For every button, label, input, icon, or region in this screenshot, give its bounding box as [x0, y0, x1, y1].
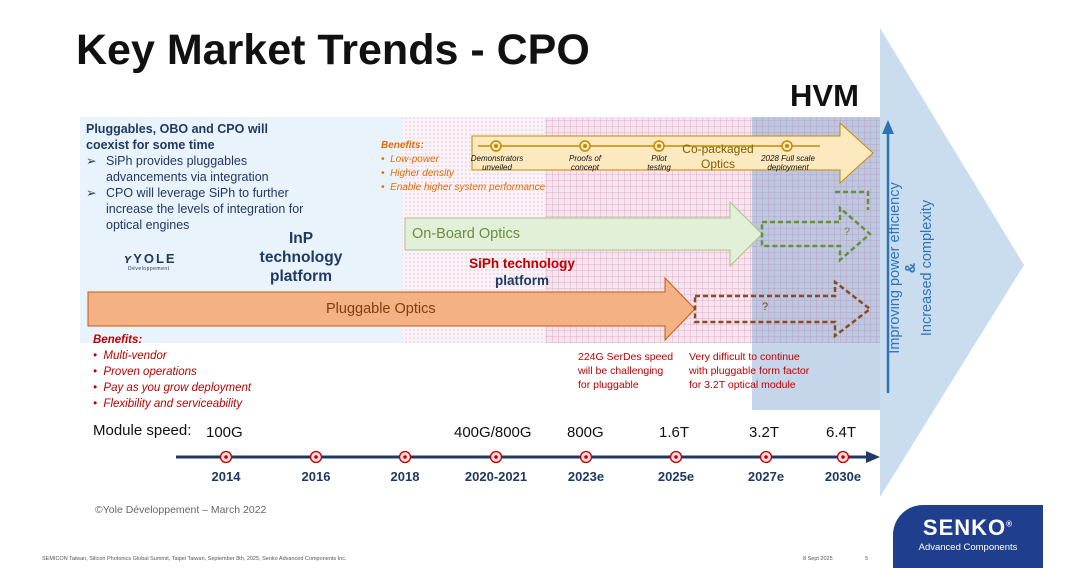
benefits-top: Benefits: • Low-power • Higher density •…: [381, 140, 546, 193]
footer-date: 8 Sept 2025: [803, 556, 833, 562]
benefit-item: • Higher density: [381, 168, 454, 179]
timeline-head: [866, 451, 880, 463]
speed-label: 800G: [567, 424, 604, 441]
benefit-item: • Enable higher system performance: [381, 182, 546, 193]
cpo-milestone-label: Demonstrators unveiled: [470, 154, 524, 172]
pluggable-dashed-arrow: [693, 279, 873, 339]
coexist-bullet: ➢ SiPh provides pluggables advancements v…: [86, 154, 269, 184]
cpo-milestone-dot-3-inner: [657, 144, 661, 148]
serdes-note: 224G SerDes speed will be challenging fo…: [578, 351, 674, 391]
side-text-line2: &: [903, 262, 919, 274]
cpo-arrow-label: Co-packaged Optics: [682, 142, 754, 171]
cpo-milestone-dot-4-inner: [785, 144, 789, 148]
hvm-label: HVM: [790, 78, 859, 113]
coexist-bullet: ➢ CPO will leverage SiPh to further incre…: [86, 186, 304, 232]
hvm-zone-extension: [752, 343, 880, 410]
cpo-milestone-label: 2028 Full scale deployment: [761, 154, 815, 172]
cpo-milestone-label: Pilot testing: [647, 154, 671, 172]
coexist-block: Pluggables, OBO and CPO will coexist for…: [86, 121, 306, 233]
year-label: 2023e: [567, 469, 605, 484]
page-title: Key Market Trends - CPO: [76, 26, 590, 74]
obo-question-mark: ?: [844, 226, 851, 238]
cpo-milestone-dot-1-inner: [494, 144, 498, 148]
obo-arrow-label: On-Board Optics: [412, 226, 520, 242]
pluggable-question-mark: ?: [762, 301, 769, 313]
cpo-arrow-shape: [471, 121, 874, 185]
year-label: 2014: [211, 469, 241, 484]
speed-label: 6.4T: [826, 424, 857, 441]
year-label: 2025e: [657, 469, 695, 484]
yole-logo: ʏYOLE Développement: [124, 251, 177, 272]
side-arrow-text: Improving power efficiency & Increased c…: [831, 182, 991, 353]
benefit-item: • Proven operations: [93, 366, 197, 378]
side-arrow-shape: [880, 28, 1024, 497]
speed-label: 1.6T: [659, 424, 690, 441]
arrow-bullet-icon: ➢: [86, 154, 97, 168]
footer-event: SEMICON Taiwan, Silicon Photonics Global…: [42, 556, 347, 562]
pluggable-arrow-label: Pluggable Optics: [326, 301, 436, 317]
arrow-bullet-icon: ➢: [86, 186, 97, 200]
cpo-milestone-dot-2-inner: [583, 144, 587, 148]
benefits-bottom: Benefits: • Multi-vendor • Proven operat…: [93, 334, 252, 410]
footer-page-number: 5: [865, 556, 869, 562]
year-label: 2030e: [824, 469, 862, 484]
senko-logo: SENKO® Advanced Components: [893, 505, 1043, 568]
benefit-item: • Low-power: [381, 154, 439, 165]
side-text-line3: Increased complexity: [919, 199, 935, 337]
year-label: 2020-2021: [464, 469, 528, 484]
obo-dashed-arrow: [760, 205, 872, 263]
side-vertical-head: [882, 120, 894, 134]
speed-label: 400G/800G: [454, 424, 532, 441]
cpo-dashed-down: [835, 190, 870, 210]
inp-platform-label: InP technology platform: [259, 230, 343, 285]
benefit-item: • Flexibility and serviceability: [93, 398, 243, 410]
year-label: 2018: [390, 469, 420, 484]
side-text-line1: Improving power efficiency: [887, 182, 903, 354]
timeline-dot-centers: [224, 455, 845, 459]
year-label: 2016: [301, 469, 331, 484]
obo-arrow-shape: [404, 200, 763, 268]
cpo-milestone-label: Proofs of concept: [568, 154, 601, 172]
benefit-item: • Multi-vendor: [93, 350, 167, 362]
speed-label: 3.2T: [749, 424, 780, 441]
year-label: 2027e: [747, 469, 785, 484]
module-speed-label: Module speed:: [93, 422, 192, 439]
yole-logo-mark-icon: ʏ: [124, 251, 134, 266]
copyright: ©Yole Développement – March 2022: [95, 504, 267, 516]
pluggable-arrow-shape: [87, 276, 696, 342]
benefit-item: • Pay as you grow deployment: [93, 382, 252, 394]
coexist-heading: Pluggables, OBO and CPO will coexist for…: [86, 122, 268, 152]
difficult-note: Very difficult to continue with pluggabl…: [689, 351, 810, 391]
siph-platform-label: SiPh technology platform: [469, 256, 575, 288]
speed-label: 100G: [206, 424, 243, 441]
